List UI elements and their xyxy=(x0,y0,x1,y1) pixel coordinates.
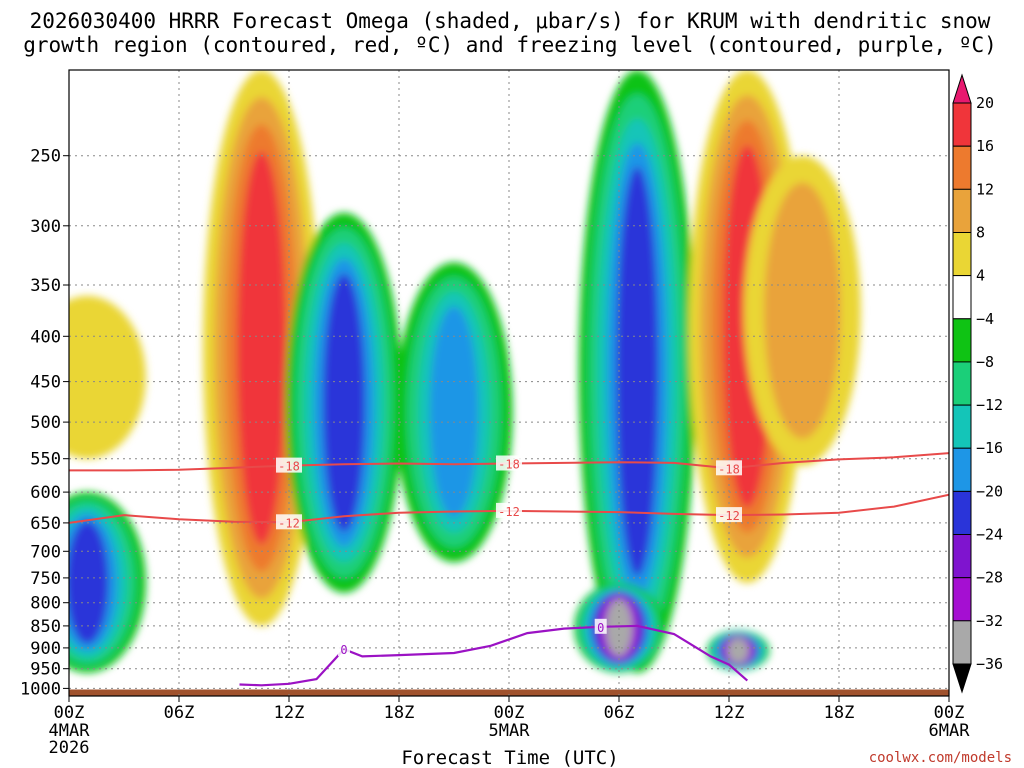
colorbar-box-2 xyxy=(952,145,972,190)
omega-field xyxy=(69,70,861,673)
colorbar-label-11: −28 xyxy=(976,569,1003,587)
x-tick-date-4: 5MAR xyxy=(489,721,531,741)
y-tick-label-500: 500 xyxy=(30,413,61,433)
dgz-label-1-0: -12 xyxy=(278,516,300,530)
colorbar-box-5 xyxy=(952,275,972,320)
x-tick-label-3: 18Z xyxy=(384,703,415,723)
colorbar-label-4: 4 xyxy=(976,267,985,285)
y-tick-label-850: 850 xyxy=(30,617,61,637)
colorbar-label-6: −8 xyxy=(976,353,994,371)
omega-shade-neg-4-4 xyxy=(616,166,659,576)
y-tick-label-800: 800 xyxy=(30,594,61,614)
colorbar-box-10 xyxy=(952,490,972,536)
dgz-label-1-2: -12 xyxy=(718,509,740,523)
colorbar: 20 16 12 8 4 −4 −8 −12 −16 −20 −24 −28 −32 −36 xyxy=(952,73,1003,694)
colorbar-top-arrow xyxy=(952,73,972,104)
y-tick-label-250: 250 xyxy=(30,147,61,167)
omega-shade-pos-2-3 xyxy=(237,151,286,545)
colorbar-box-9 xyxy=(952,447,972,492)
x-tick-label-0: 00Z xyxy=(54,703,85,723)
colorbar-box-11 xyxy=(952,534,972,579)
colorbar-box-6 xyxy=(952,318,972,363)
y-tick-label-300: 300 xyxy=(30,217,61,237)
dgz-label-0-2: -18 xyxy=(718,462,740,476)
freezing-label-1: 0 xyxy=(597,621,604,635)
colorbar-label-5: −4 xyxy=(976,310,994,328)
colorbar-box-8 xyxy=(952,404,972,449)
x-tick-label-1: 06Z xyxy=(164,703,195,723)
omega-shade-pos-4-1 xyxy=(764,182,841,439)
freezing-label-0: 0 xyxy=(340,643,347,657)
omega-shade-neg-6-7 xyxy=(727,637,749,664)
freezing-label-bg-1 xyxy=(594,618,607,634)
dgz-label-bg-0-1 xyxy=(496,455,522,471)
x-axis-title: Forecast Time (UTC) xyxy=(401,747,618,768)
omega-shade-neg-1-4 xyxy=(69,521,109,644)
y-tick-label-950: 950 xyxy=(30,660,61,680)
y-tick-label-750: 750 xyxy=(30,569,61,589)
y-tick-label-700: 700 xyxy=(30,542,61,562)
freezing-label-bg-0 xyxy=(338,641,350,657)
omega-shade-neg-2-4 xyxy=(323,273,365,532)
colorbar-label-9: −20 xyxy=(976,482,1003,500)
terrain-band xyxy=(69,689,949,696)
colorbar-box-7 xyxy=(952,361,972,406)
grid-lines xyxy=(69,70,949,696)
dgz-label-bg-1-0 xyxy=(276,514,302,530)
x-tick-label-2: 12Z xyxy=(274,703,305,723)
x-tick-date-8: 6MAR xyxy=(929,721,971,741)
x-tick-label-4: 00Z xyxy=(494,703,525,723)
dgz-label-0-1: -18 xyxy=(498,458,520,472)
contour-lines: -18 -18 -18 -12 -12 -12 0 0 xyxy=(69,452,949,687)
chart-title-line1: 2026030400 HRRR Forecast Omega (shaded, … xyxy=(30,9,991,33)
colorbar-label-1: 16 xyxy=(976,137,994,155)
colorbar-label-8: −16 xyxy=(976,439,1003,457)
colorbar-box-12 xyxy=(952,577,972,622)
y-tick-label-1000: 1000 xyxy=(20,679,61,699)
omega-shade-neg-5-7 xyxy=(605,599,633,657)
colorbar-label-10: −24 xyxy=(976,526,1003,544)
dgz-label-bg-1-2 xyxy=(716,507,742,523)
dgz-label-bg-0-0 xyxy=(276,457,302,473)
x-tick-label-6: 12Z xyxy=(714,703,745,723)
colorbar-label-3: 8 xyxy=(976,224,985,242)
y-tick-label-900: 900 xyxy=(30,639,61,659)
x-tick-label-5: 06Z xyxy=(604,703,635,723)
colorbar-box-13 xyxy=(952,620,972,665)
x-tick-year-0: 2026 xyxy=(49,738,90,758)
colorbar-box-4 xyxy=(952,232,972,277)
y-tick-label-350: 350 xyxy=(30,276,61,296)
chart-title-line2: growth region (contoured, red, ºC) and f… xyxy=(23,33,997,57)
dgz-label-1-1: -12 xyxy=(498,505,520,519)
y-tick-label-450: 450 xyxy=(30,373,61,393)
colorbar-label-0: 20 xyxy=(976,94,994,112)
colorbar-label-12: −32 xyxy=(976,612,1003,630)
dgz-label-bg-1-1 xyxy=(496,502,522,518)
colorbar-bottom-arrow xyxy=(952,663,972,694)
y-tick-label-650: 650 xyxy=(30,514,61,534)
colorbar-box-1 xyxy=(952,102,972,147)
omega-shade-neg-3-3 xyxy=(429,306,479,519)
dgz-label-bg-0-2 xyxy=(716,460,742,476)
credit-text: coolwx.com/models xyxy=(869,750,1012,766)
y-tick-label-400: 400 xyxy=(30,327,61,347)
freezing-level-contour xyxy=(239,624,749,687)
colorbar-label-2: 12 xyxy=(976,180,994,198)
y-axis: 2503003504004505005506006507007508008509… xyxy=(20,147,69,699)
x-tick-label-7: 18Z xyxy=(824,703,855,723)
colorbar-label-7: −12 xyxy=(976,396,1003,414)
x-tick-label-8: 00Z xyxy=(934,703,965,723)
colorbar-box-3 xyxy=(952,188,972,234)
y-tick-label-600: 600 xyxy=(30,483,61,503)
dgz-label-0-0: -18 xyxy=(278,460,300,474)
y-tick-label-550: 550 xyxy=(30,450,61,470)
colorbar-label-13: −36 xyxy=(976,655,1003,673)
x-tick-date-0: 4MAR xyxy=(49,721,91,741)
